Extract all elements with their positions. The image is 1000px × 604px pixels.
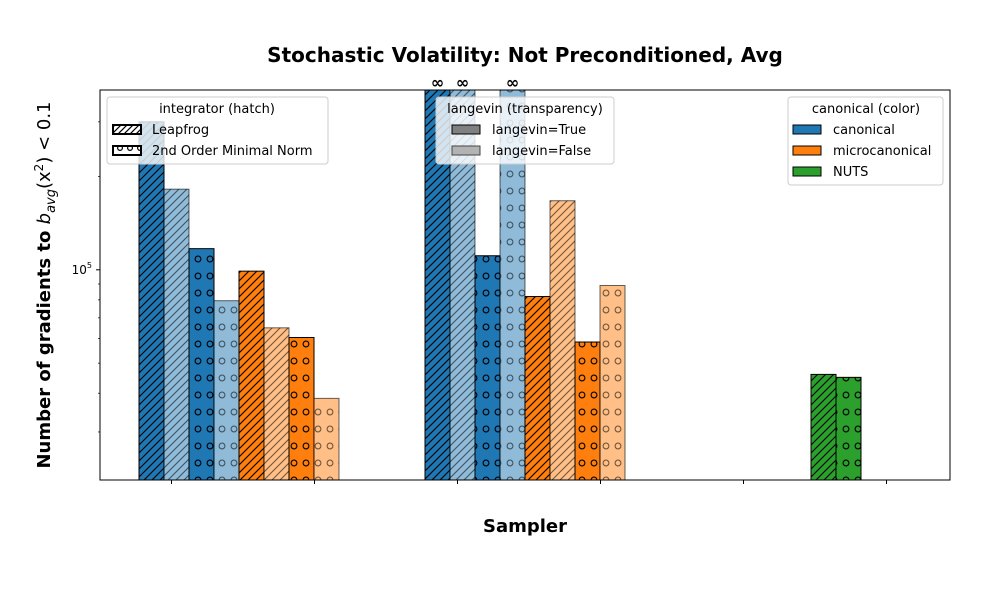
legend-canonical: canonical (color) canonical microcanonic… (787, 96, 944, 186)
y-ticks: 105 (72, 121, 100, 433)
bar-microcanonical-no-langevin-minimal-norm (599, 284, 626, 481)
legend-swatch-canonical (792, 124, 822, 135)
bar-microcanonical-no-langevin-leapfrog (549, 200, 576, 481)
y-tick-exponent: 5 (87, 261, 92, 270)
bar-hatch (475, 255, 500, 480)
bar-canonical-no-langevin-minimal-norm (213, 300, 240, 481)
legend-swatch-leapfrog-hatch (113, 125, 141, 134)
bar-microcanonical-no-langevin-leapfrog (263, 327, 290, 481)
bar-microcanonical-langevin-leapfrog (524, 296, 551, 481)
legend-title: canonical (color) (812, 102, 920, 117)
bar-hatch (600, 285, 625, 480)
y-label-suffix: ) < 0.1 (34, 101, 55, 163)
bar-hatch (525, 296, 550, 480)
bar-hatch (264, 327, 289, 480)
bar-canonical-no-langevin-leapfrog (163, 188, 190, 481)
legend-label: Leapfrog (152, 123, 209, 138)
legend-swatch-microcanonical (792, 145, 822, 156)
bar-microcanonical-no-langevin-minimal-norm (313, 397, 340, 481)
legend-title: integrator (hatch) (159, 102, 275, 117)
plot-frame (99, 89, 951, 481)
y-label-math: b (34, 213, 55, 224)
bar-microcanonical-langevin-minimal-norm (574, 341, 601, 481)
bar-NUTS-langevin-leapfrog (810, 373, 837, 481)
legend-title: langevin (transparency) (447, 102, 603, 117)
bar-NUTS-langevin-minimal-norm (835, 376, 862, 481)
infinity-label: ∞ (506, 73, 519, 92)
legend-label: langevin=False (492, 144, 591, 159)
bar-hatch (575, 342, 600, 480)
legend-swatch-langevin-false (451, 145, 481, 156)
legend-integrator: integrator (hatch) Leapfrog 2nd Order Mi… (106, 96, 329, 165)
infinity-label: ∞ (431, 73, 444, 92)
chart-title: Stochastic Volatility: Not Preconditione… (267, 43, 783, 67)
x-axis-label: Sampler (483, 516, 567, 537)
x-ticks (171, 480, 887, 484)
y-tick-base: 10 (72, 263, 87, 277)
infinity-label: ∞ (456, 73, 469, 92)
legend-label: langevin=True (492, 123, 586, 138)
bar-canonical-langevin-minimal-norm (474, 255, 501, 481)
y-tick-label: 105 (72, 261, 92, 277)
y-axis-label: Number of gradients to bavg(x2) < 0.1 (32, 101, 59, 468)
y-label-sup: 2 (32, 164, 46, 172)
bar-canonical-langevin-leapfrog (138, 121, 165, 481)
bar-hatch (550, 200, 575, 480)
legend-langevin: langevin (transparency) langevin=True la… (435, 96, 615, 165)
legend-label: 2nd Order Minimal Norm (152, 144, 312, 159)
bar-hatch (189, 248, 214, 480)
bar-hatch (239, 271, 264, 480)
bar-hatch (289, 337, 314, 480)
bar-hatch (139, 121, 164, 480)
y-label-prefix: Number of gradients to (34, 224, 55, 468)
legend-label: microcanonical (833, 144, 931, 159)
legend-swatch-langevin-true (451, 124, 481, 135)
bar-hatch (811, 374, 836, 480)
y-label-paren: (x (34, 171, 55, 189)
legend-frame (787, 96, 944, 186)
bar-canonical-langevin-minimal-norm (188, 248, 215, 481)
legend-label: canonical (833, 123, 895, 138)
infinity-markers: ∞ ∞ ∞ (431, 73, 519, 92)
bar-microcanonical-langevin-leapfrog (238, 270, 265, 481)
legend-swatch-nuts (792, 166, 822, 177)
legend-label: NUTS (833, 165, 868, 180)
bar-microcanonical-langevin-minimal-norm (288, 336, 315, 481)
legend-swatch-minimal-norm-hatch (113, 146, 141, 155)
bar-hatch (164, 189, 189, 480)
bars-layer (138, 89, 862, 481)
bar-hatch (214, 300, 239, 480)
bar-hatch (836, 377, 861, 480)
bar-hatch (314, 398, 339, 480)
legend-frame (106, 96, 329, 165)
y-label-sub: avg (44, 189, 59, 213)
